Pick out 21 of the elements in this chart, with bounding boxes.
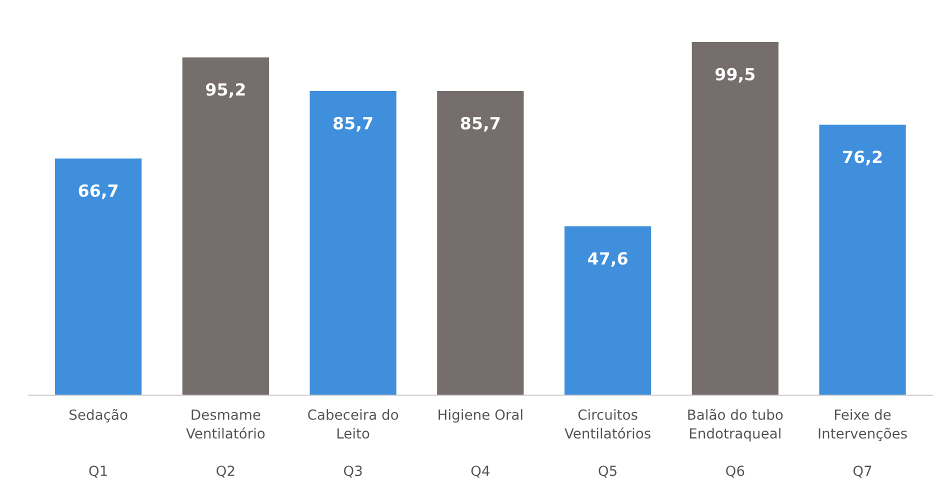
category-label: Sedação Q1 <box>70 408 128 478</box>
data-label: 99,5 <box>715 68 755 83</box>
category-label: Desmame Ventilatório Q2 <box>186 410 265 478</box>
bar <box>55 158 142 396</box>
bar <box>182 57 269 396</box>
bar <box>564 226 652 396</box>
category-label: Cabeceira do Leito Q3 <box>308 409 398 478</box>
data-label: 95,2 <box>206 83 245 98</box>
data-label: 76,2 <box>843 150 882 166</box>
bar <box>692 42 778 396</box>
bar <box>819 124 906 396</box>
category-label: Higiene Oral Q4 <box>438 409 522 478</box>
category-label: Circuitos Ventilatórios Q5 <box>564 409 650 478</box>
bar <box>310 91 396 396</box>
data-label: 85,7 <box>460 116 500 132</box>
category-label: Feixe de Intervenções Q7 <box>818 409 907 478</box>
data-label: 66,7 <box>78 184 118 200</box>
data-label: 47,6 <box>588 252 628 267</box>
data-label: 85,7 <box>334 116 372 132</box>
category-label: Balão do tubo Endotraqueal Q6 <box>688 408 783 478</box>
bar <box>437 91 524 396</box>
